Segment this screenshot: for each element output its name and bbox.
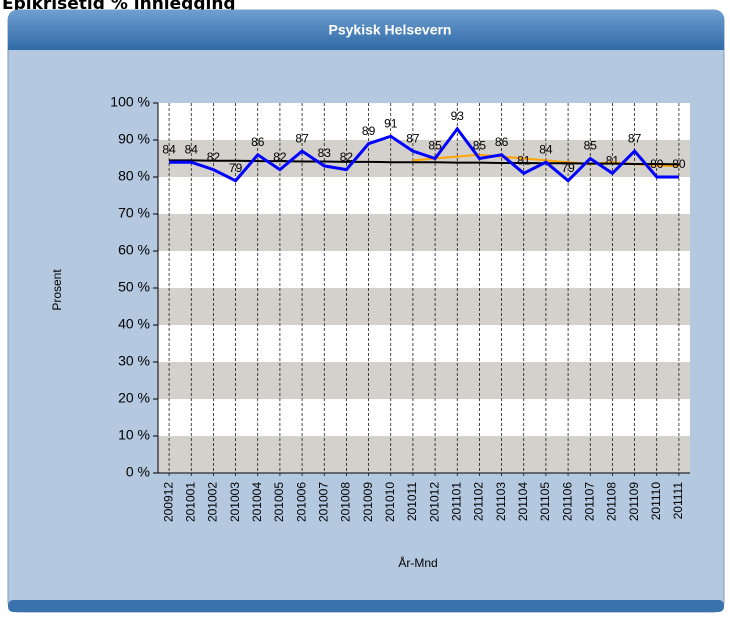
grid-band [158,362,690,399]
x-tick-label: 201101 [449,482,463,521]
x-tick-label: 201109 [627,482,641,521]
x-tick-label: 201005 [272,482,286,522]
y-tick-label: 50 % [118,279,150,295]
chart-title: Psykisk Helsevern [329,22,452,38]
data-label: 93 [451,109,465,123]
x-tick-label: 201006 [294,482,308,522]
x-tick-label: 201111 [671,482,685,520]
grid-band [158,288,690,325]
y-tick-label: 10 % [118,427,150,443]
y-tick-label: 60 % [118,242,150,258]
x-tick-label: 201107 [582,482,596,521]
series-line [169,126,679,183]
data-label: 86 [251,135,265,149]
data-label: 83 [318,146,332,160]
data-label: 84 [539,142,553,156]
x-tick-label: 201102 [472,482,486,521]
x-tick-label: 201009 [361,482,375,522]
y-axis-label: Prosent [50,269,64,311]
data-label: 91 [384,116,398,130]
x-tick-label: 201103 [494,482,508,521]
x-tick-label: 201002 [206,482,220,522]
x-tick-label: 201008 [339,482,353,522]
y-tick-label: 100 % [110,94,150,110]
x-tick-label: 201104 [516,482,530,521]
y-tick-label: 40 % [118,316,150,332]
data-label: 81 [517,153,531,167]
data-label: 82 [273,150,287,164]
data-label: 82 [340,150,354,164]
x-tick-label: 201110 [649,482,663,521]
x-tick-label: 201001 [183,482,197,522]
y-tick-label: 20 % [118,390,150,406]
x-axis-label: År-Mnd [398,555,437,570]
data-label: 85 [428,139,442,153]
data-label: 80 [672,157,686,171]
x-tick-label: 201004 [250,482,264,522]
y-tick-label: 90 % [118,131,150,147]
data-label: 80 [650,157,664,171]
x-tick-label: 201007 [316,482,330,522]
data-label: 79 [229,161,243,175]
y-tick-label: 80 % [118,168,150,184]
grid-band [158,436,690,473]
x-tick-label: 201003 [228,482,242,522]
data-label: 85 [584,139,598,153]
data-label: 89 [362,124,376,138]
x-tick-label: 201106 [560,482,574,521]
data-label: 84 [162,142,176,156]
x-tick-label: 201108 [605,482,619,521]
data-label: 87 [406,131,420,145]
panel-header [8,10,724,50]
x-tick-label: 200912 [161,482,175,522]
data-label: 79 [561,161,575,175]
x-tick-label: 201010 [383,482,397,522]
data-label: 81 [606,153,620,167]
y-tick-label: 30 % [118,353,150,369]
data-label: 87 [628,131,642,145]
panel-footer [8,600,724,612]
x-tick-label: 201011 [405,482,419,521]
data-label: 85 [473,139,487,153]
grid-band [158,214,690,251]
data-label: 82 [207,150,221,164]
y-tick-label: 70 % [118,205,150,221]
x-tick-label: 201012 [427,482,441,522]
x-tick-label: 201105 [538,482,552,521]
data-label: 84 [185,142,199,156]
y-tick-label: 0 % [126,464,150,480]
data-label: 86 [495,135,509,149]
data-label: 87 [295,131,309,145]
